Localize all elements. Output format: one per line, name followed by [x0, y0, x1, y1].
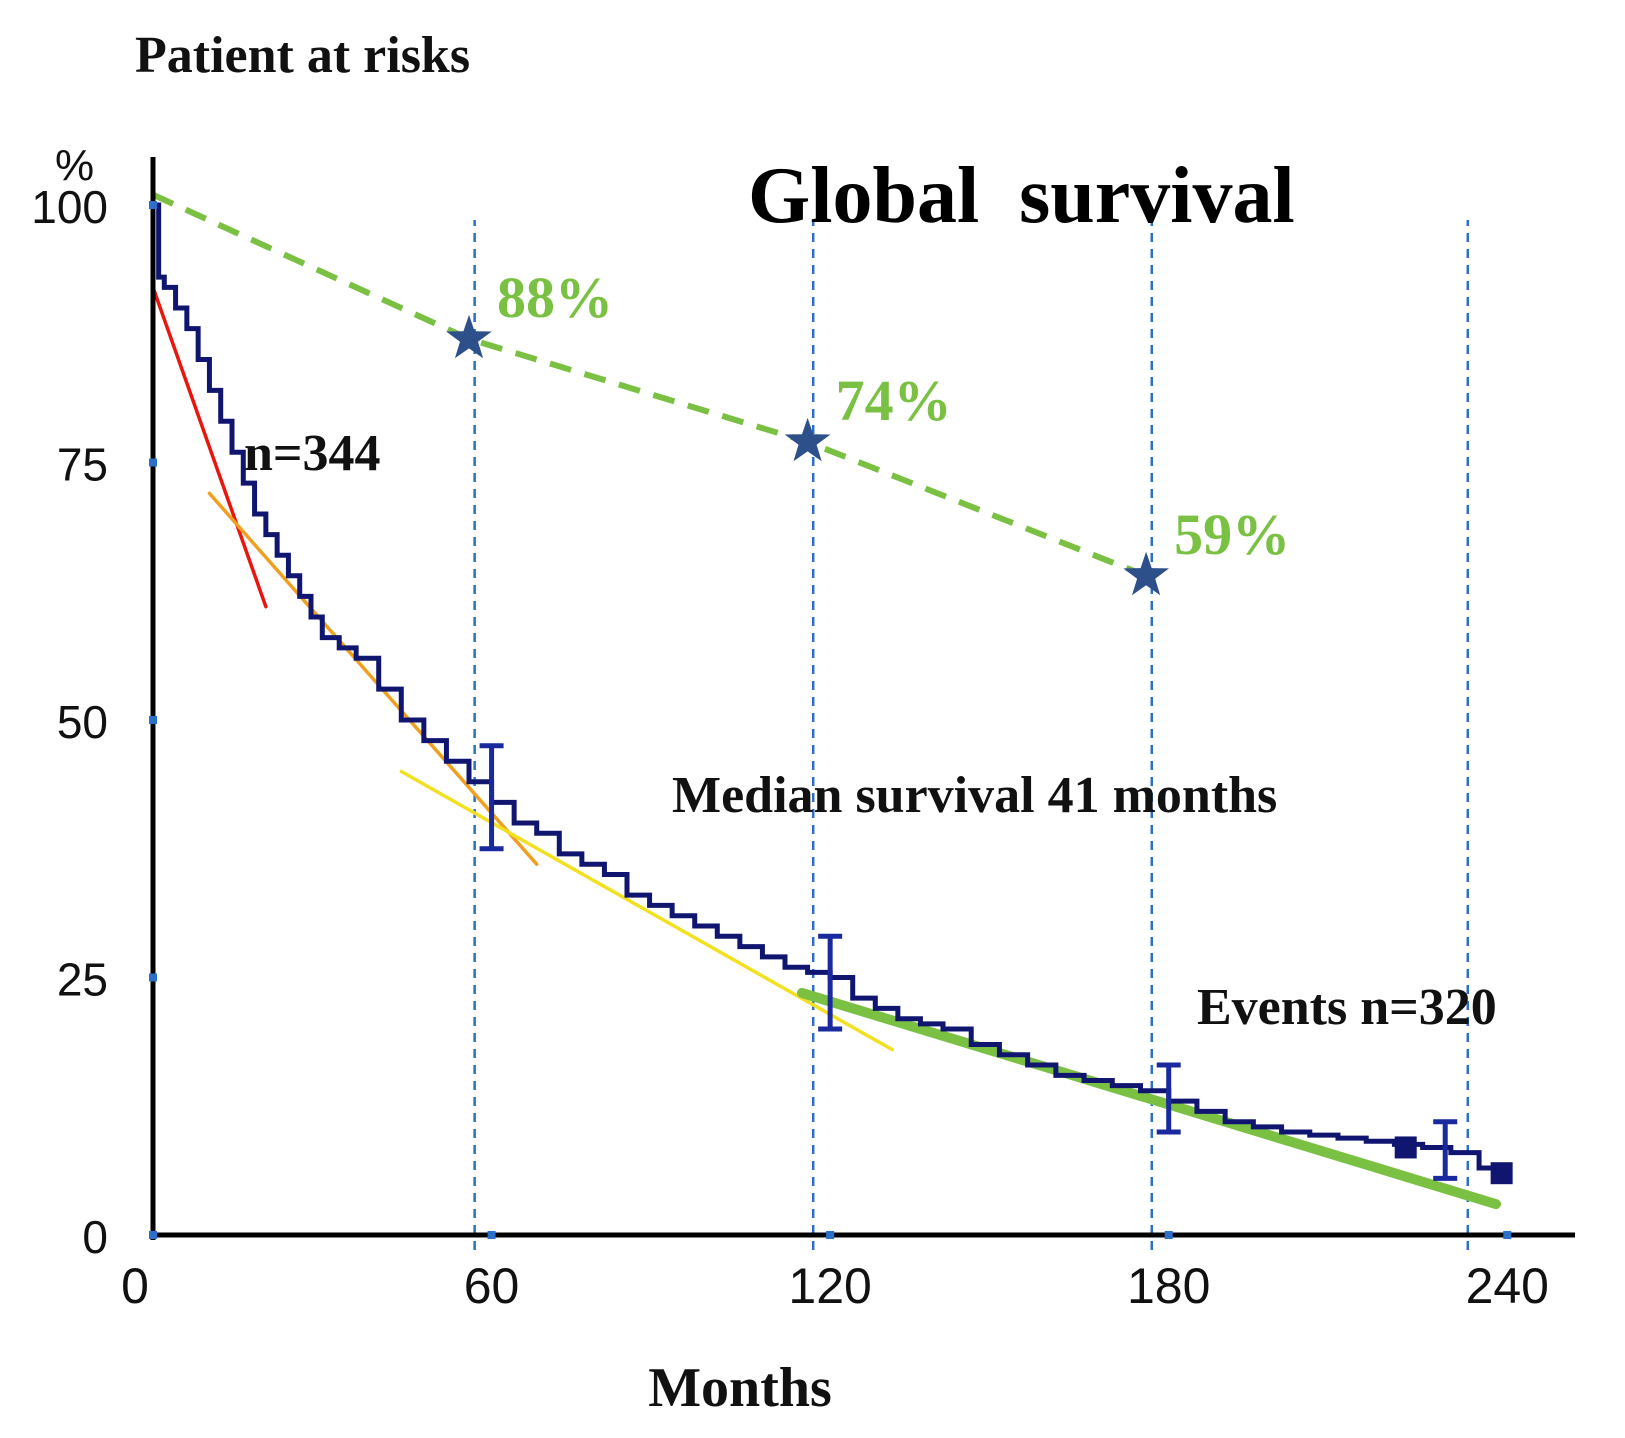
x-tick-label-1: 60 — [464, 1258, 520, 1314]
y-tick-mark-3 — [149, 458, 157, 467]
error-bar-3 — [1433, 1119, 1458, 1181]
milestone-label-1: 74% — [836, 368, 952, 433]
y-tick-label-3: 75 — [57, 439, 108, 491]
y-tick-label-2: 50 — [57, 696, 108, 748]
chart-title: Global survival — [748, 152, 1295, 240]
censor-mark-0 — [1394, 1136, 1417, 1159]
milestone-star-2 — [1123, 551, 1169, 596]
y-tick-label-0: 0 — [82, 1211, 108, 1263]
survival-curve — [153, 202, 1499, 1174]
error-bar-1 — [818, 933, 843, 1032]
trend-line-1 — [207, 491, 539, 866]
x-tick-label-0: 0 — [121, 1258, 149, 1314]
x-tick-mark-2 — [826, 1231, 835, 1239]
milestone-label-0: 88% — [497, 265, 613, 330]
x-tick-mark-4 — [1503, 1231, 1512, 1239]
n-patients-label: n=344 — [244, 425, 381, 482]
milestone-label-2: 59% — [1174, 502, 1290, 567]
events-label: Events n=320 — [1197, 979, 1497, 1036]
y-tick-mark-2 — [149, 716, 157, 724]
y-tick-mark-1 — [149, 973, 157, 982]
error-bar-0 — [479, 743, 504, 852]
x-tick-label-4: 240 — [1466, 1258, 1549, 1314]
x-axis-title: Months — [648, 1357, 832, 1419]
milestone-dashed-line — [151, 191, 1148, 579]
trend-line-2 — [399, 769, 894, 1052]
y-tick-label-1: 25 — [57, 954, 108, 1006]
y-tick-label-4: 100 — [31, 181, 108, 233]
error-bar-2 — [1156, 1062, 1181, 1135]
x-tick-label-2: 120 — [788, 1258, 871, 1314]
censor-mark-1 — [1490, 1162, 1513, 1185]
milestone-star-0 — [446, 314, 492, 359]
x-tick-mark-0 — [149, 1231, 157, 1239]
milestone-star-1 — [784, 417, 831, 462]
corner-label: Patient at risks — [135, 27, 470, 84]
x-tick-mark-1 — [487, 1231, 496, 1239]
median-survival-label: Median survival 41 months — [672, 767, 1277, 824]
trend-line-0 — [151, 285, 268, 609]
x-tick-label-3: 180 — [1127, 1258, 1210, 1314]
x-tick-mark-3 — [1164, 1231, 1173, 1239]
y-axis-unit: % — [55, 141, 94, 190]
y-tick-mark-4 — [149, 201, 157, 209]
trend-line-3 — [796, 987, 1501, 1210]
